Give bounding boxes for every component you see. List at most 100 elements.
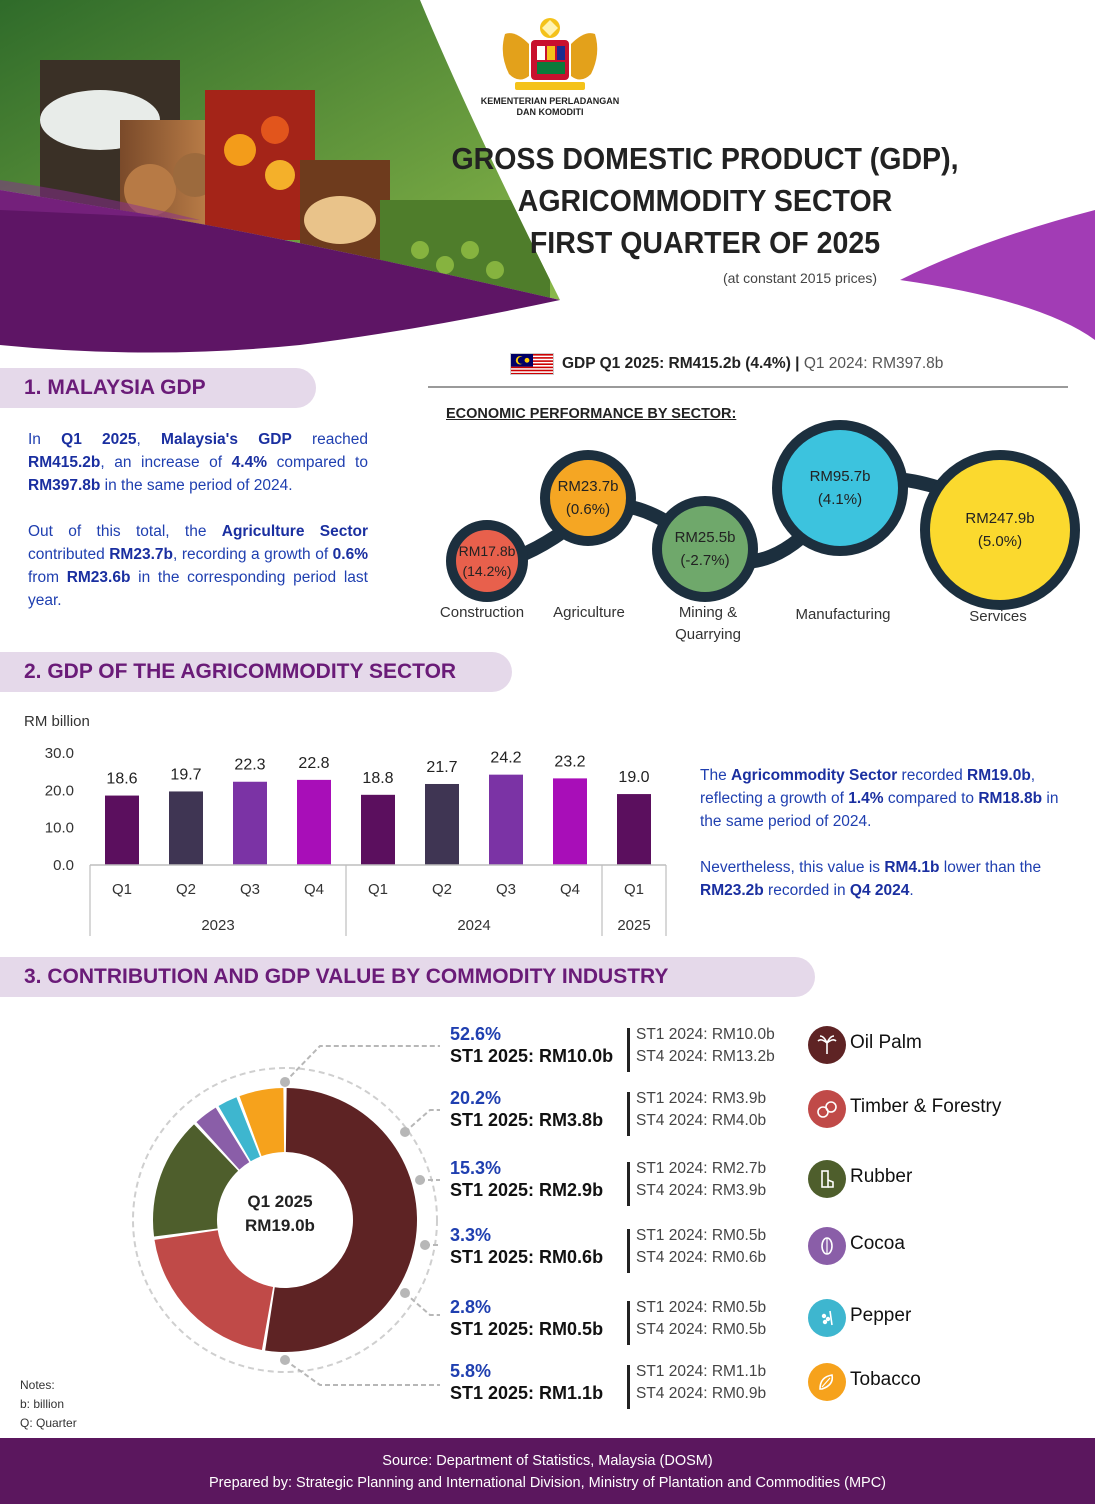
timber-prev-st4: ST4 2024: RM4.0b	[636, 1112, 767, 1129]
timber-prev-st1: ST1 2024: RM3.9b	[636, 1090, 767, 1107]
agri-note-paragraph-1: The Agricommodity Sector recorded RM19.0…	[700, 767, 1059, 830]
bar-value-label: 21.7	[426, 759, 457, 776]
sector-bubble-construction: RM17.8b (14.2%)	[446, 520, 528, 602]
tobacco-name: Tobacco	[850, 1369, 921, 1390]
cocoa-prev-st1: ST1 2024: RM0.5b	[636, 1227, 767, 1244]
bar	[169, 791, 203, 865]
rubber-name: Rubber	[850, 1166, 913, 1187]
sector-bubble-mining: RM25.5b (-2.7%)	[652, 496, 758, 602]
manufacturing-growth: (4.1%)	[817, 491, 863, 508]
tobacco-prev-st4: ST4 2024: RM0.9b	[636, 1385, 767, 1402]
sector-label-manufacturing: Manufacturing	[795, 606, 891, 623]
summary-paragraph-2: Out of this total, the Agriculture Secto…	[28, 523, 369, 609]
year-label: 2025	[617, 917, 650, 934]
oil-palm-divider	[627, 1028, 630, 1072]
oil-palm-share: 52.6%	[450, 1024, 502, 1044]
tobacco-prev-st1: ST1 2024: RM1.1b	[636, 1363, 767, 1380]
industry-row-timber: 20.2% ST1 2025: RM3.8b ST1 2024: RM3.9b …	[440, 1088, 1080, 1144]
bar-value-label: 23.2	[554, 753, 585, 770]
gdp-headline-previous: Q1 2024: RM397.8b	[803, 355, 944, 372]
notes-billion: b: billion	[20, 1397, 65, 1411]
donut-slice	[265, 1088, 417, 1352]
cocoa-previous: ST1 2024: RM0.5b ST4 2024: RM0.6b	[636, 1225, 766, 1269]
tobacco-icon	[808, 1363, 846, 1401]
construction-value: RM17.8b	[458, 543, 516, 559]
donut-slice	[154, 1230, 274, 1350]
industry-row-tobacco: 5.8% ST1 2025: RM1.1b ST1 2024: RM1.1b S…	[440, 1361, 1080, 1417]
timber-share: 20.2%	[450, 1088, 502, 1108]
section1-heading: 1. MALAYSIA GDP	[0, 368, 316, 408]
x-tick-label: Q3	[240, 881, 260, 898]
sector-label-agriculture: Agriculture	[553, 604, 625, 621]
y-tick-label: 0.0	[53, 857, 74, 874]
gdp-headline: GDP Q1 2025: RM415.2b (4.4%) | Q1 2024: …	[510, 353, 943, 375]
bar-value-label: 22.3	[234, 757, 265, 774]
pepper-icon	[808, 1299, 846, 1337]
year-label: 2023	[201, 917, 234, 934]
oil-palm-previous: ST1 2024: RM10.0b ST4 2024: RM13.2b	[636, 1024, 775, 1068]
tobacco-value: ST1 2025: RM1.1b	[450, 1383, 604, 1403]
agriculture-value: RM23.7b	[557, 478, 619, 495]
x-tick-label: Q4	[304, 881, 324, 898]
pepper-previous: ST1 2024: RM0.5b ST4 2024: RM0.5b	[636, 1297, 766, 1341]
donut-slice	[196, 1107, 250, 1170]
x-tick-label: Q2	[432, 881, 452, 898]
sector-performance-title: ECONOMIC PERFORMANCE BY SECTOR:	[446, 406, 737, 422]
cocoa-divider	[627, 1229, 630, 1273]
mining-value: RM25.5b	[674, 529, 736, 546]
notes-quarter: Q: Quarter	[20, 1416, 77, 1430]
sector-bubble-agriculture: RM23.7b (0.6%)	[540, 450, 636, 546]
industry-share-donut	[132, 1067, 438, 1373]
agricommodity-summary: The Agricommodity Sector recorded RM19.0…	[700, 764, 1065, 902]
tobacco-previous: ST1 2024: RM1.1b ST4 2024: RM0.9b	[636, 1361, 766, 1405]
rubber-value: ST1 2025: RM2.9b	[450, 1180, 604, 1200]
agri-note-paragraph-2: Nevertheless, this value is RM4.1b lower…	[700, 859, 1042, 899]
x-tick-label: Q3	[496, 881, 516, 898]
timber-previous: ST1 2024: RM3.9b ST4 2024: RM4.0b	[636, 1088, 766, 1132]
mining-growth: (-2.7%)	[680, 552, 730, 569]
agricommodity-gdp-bar-chart: RM billion 0.0 10.0 20.0 30.0 18.6 Q1 19.7 Q2 22.…	[24, 713, 667, 936]
ministry-name: KEMENTERIAN PERLADANGAN DAN KOMODITI	[470, 96, 630, 118]
bar	[233, 781, 267, 865]
rubber-share: 15.3%	[450, 1158, 502, 1178]
section2-heading-text: 2. GDP OF THE AGRICOMMODITY SECTOR	[24, 660, 457, 683]
x-tick-label: Q1	[368, 881, 388, 898]
gdp-headline-separator: |	[790, 355, 804, 372]
title-line2: AGRICOMMODITY SECTOR	[517, 183, 893, 218]
y-axis-title: RM billion	[24, 713, 90, 730]
title-line3: FIRST QUARTER OF 2025	[529, 225, 881, 260]
donut-slice	[239, 1088, 285, 1157]
bar-value-label: 19.0	[618, 769, 649, 786]
bar-value-label: 19.7	[170, 766, 201, 783]
bar-value-label: 18.8	[362, 770, 393, 787]
sector-label-mining: Mining & Quarrying	[675, 604, 741, 643]
section1-heading-text: 1. MALAYSIA GDP	[24, 376, 206, 399]
sector-bubble-services: RM247.9b (5.0%)	[920, 450, 1080, 610]
malaysia-flag-icon	[510, 353, 554, 375]
bar	[617, 794, 651, 865]
bar	[553, 778, 587, 865]
donut-outer-ring	[132, 1067, 438, 1373]
y-tick-label: 10.0	[45, 820, 74, 837]
bar-value-label: 22.8	[298, 755, 329, 772]
tobacco-divider	[627, 1365, 630, 1409]
x-tick-label: Q2	[176, 881, 196, 898]
tobacco-share: 5.8%	[450, 1361, 492, 1381]
donut-center-label: Q1 2025 RM19.0b	[200, 1190, 360, 1238]
rubber-prev-st1: ST1 2024: RM2.7b	[636, 1160, 767, 1177]
donut-connector-lines	[280, 1045, 440, 1386]
cocoa-share: 3.3%	[450, 1225, 492, 1245]
header-artwork	[0, 0, 1095, 353]
divider-line	[428, 386, 1068, 388]
title-line1: GROSS DOMESTIC PRODUCT (GDP),	[451, 141, 959, 176]
section3-heading: 3. CONTRIBUTION AND GDP VALUE BY COMMODI…	[0, 957, 815, 997]
ministry-name-line2: DAN KOMODITI	[516, 107, 584, 117]
notes: Notes: b: billion Q: Quarter	[20, 1376, 77, 1433]
timber-name: Timber & Forestry	[850, 1096, 1002, 1117]
oil-palm-icon	[808, 1026, 846, 1064]
cocoa-value: ST1 2025: RM0.6b	[450, 1247, 604, 1267]
pepper-share: 2.8%	[450, 1297, 492, 1317]
gdp-headline-current: GDP Q1 2025: RM415.2b (4.4%)	[562, 355, 791, 372]
y-tick-label: 30.0	[45, 745, 74, 762]
bar-value-label: 18.6	[106, 771, 137, 788]
